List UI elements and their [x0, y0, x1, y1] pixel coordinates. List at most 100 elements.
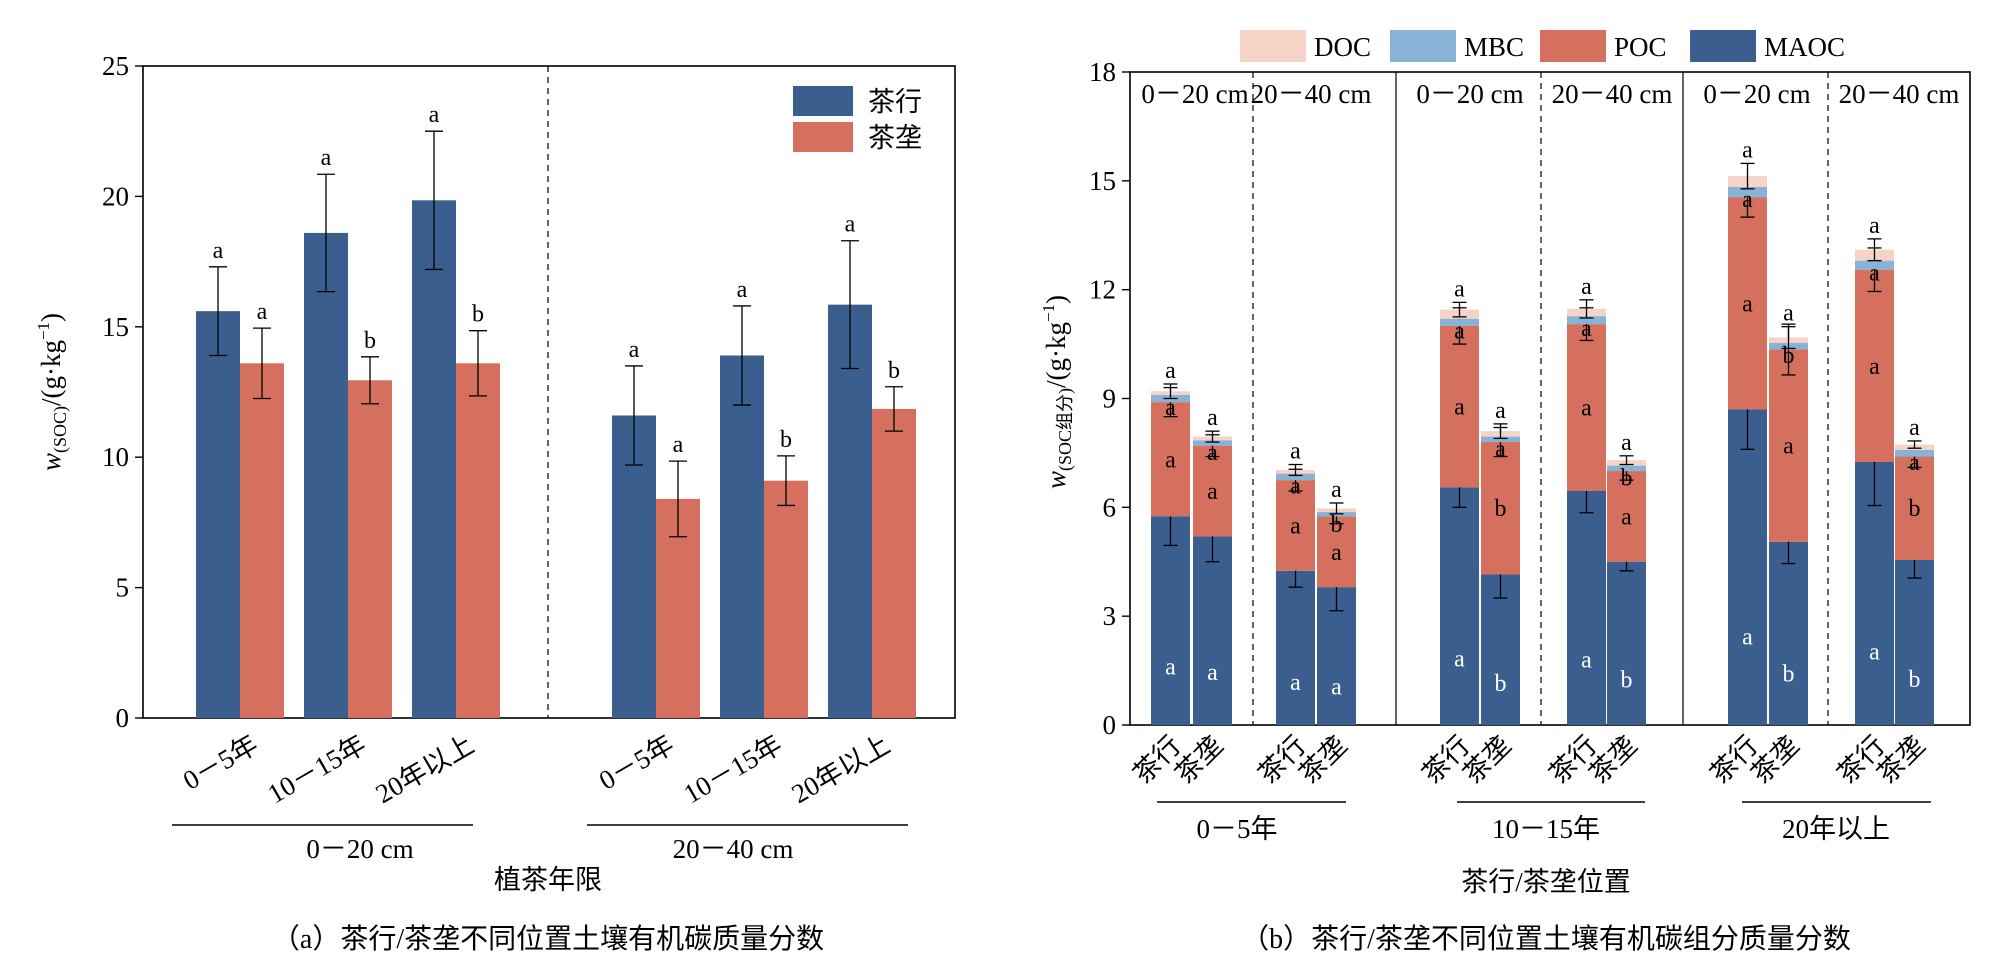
y-tick-label: 18	[1089, 57, 1116, 87]
significance-label: a	[1909, 415, 1920, 441]
significance-label: a	[1165, 358, 1176, 384]
legend-label: 茶行	[868, 87, 922, 117]
legend-label: 茶垄	[868, 123, 922, 153]
significance-label: a	[1742, 187, 1753, 213]
significance-label: a	[1331, 477, 1342, 503]
significance-label: a	[1495, 398, 1506, 424]
significance-label: a	[1290, 513, 1301, 539]
significance-label: b	[1331, 512, 1343, 538]
significance-label: b	[1495, 496, 1507, 522]
stack-segment-maoc	[1895, 559, 1934, 725]
stack-segment-maoc	[1193, 536, 1232, 725]
significance-label: a	[1454, 319, 1465, 345]
error-bar	[1867, 238, 1882, 262]
significance-label: a	[1581, 274, 1592, 300]
x-tick-label: 茶垄	[1293, 730, 1352, 789]
significance-label: a	[1165, 447, 1176, 473]
stack-segment-maoc	[1567, 491, 1606, 725]
significance-label: a	[1454, 646, 1465, 672]
y-tick-label: 25	[102, 51, 129, 81]
legend-swatch	[1240, 30, 1306, 62]
error-bar	[1452, 301, 1467, 318]
caption-a: （a）茶行/茶垄不同位置土壤有机碳质量分数	[272, 923, 824, 955]
significance-label: a	[1454, 276, 1465, 302]
significance-label: b	[1495, 671, 1507, 697]
x-tick-label: 10－15年	[678, 729, 787, 809]
y-tick-label: 15	[102, 312, 129, 342]
error-bar	[777, 455, 795, 507]
x-tick-label: 茶垄	[1169, 730, 1228, 789]
significance-label: a	[1783, 434, 1794, 460]
error-bar	[1579, 299, 1594, 319]
y-axis-title: w(SOC组分)/(g·kg−1)	[1039, 295, 1076, 489]
x-tick-label: 茶垄	[1457, 730, 1516, 789]
stack-segment-maoc	[1481, 574, 1520, 725]
significance-label: a	[1869, 639, 1880, 665]
bar	[304, 232, 348, 719]
significance-label: a	[1742, 137, 1753, 163]
significance-label: a	[737, 277, 748, 303]
error-bar	[1740, 162, 1755, 190]
significance-label: a	[1207, 479, 1218, 505]
significance-label: a	[845, 212, 856, 238]
significance-label: a	[1742, 625, 1753, 651]
bar	[456, 363, 500, 718]
stack-segment-maoc	[1440, 487, 1479, 725]
stack-segment-maoc	[1151, 516, 1190, 725]
stack-segment-mbc	[1276, 473, 1315, 481]
error-bar	[209, 266, 227, 357]
significance-label: a	[1869, 261, 1880, 287]
error-bar	[733, 305, 751, 406]
stack-segment-mbc	[1728, 187, 1767, 198]
bar	[348, 380, 392, 718]
significance-label: a	[1290, 439, 1301, 465]
bar	[872, 408, 916, 718]
stack-segment-maoc	[1276, 570, 1315, 725]
stack-segment-poc	[1769, 349, 1808, 542]
bar	[412, 200, 456, 718]
significance-label: a	[1581, 647, 1592, 673]
plot-frame	[1129, 71, 1971, 726]
y-tick-label: 0	[1103, 710, 1117, 740]
depth-label: 0－20 cm	[1703, 79, 1810, 109]
significance-label: b	[1783, 343, 1795, 369]
legend-swatch	[793, 86, 853, 116]
significance-label: b	[364, 328, 376, 354]
age-group-label: 20年以上	[1782, 814, 1890, 844]
y-tick-label: 3	[1103, 601, 1117, 631]
significance-label: a	[257, 299, 268, 325]
panel-a-chart: 0 5 10 15 20 25 a a 0－5年 a b 10－15年 a b 20年以上 a a 0－5年 a b 1…	[102, 51, 956, 955]
stack-segment-poc	[1193, 445, 1232, 537]
significance-label: a	[1207, 660, 1218, 686]
y-tick-label: 0	[116, 703, 130, 733]
error-bar	[1781, 326, 1796, 350]
significance-label: a	[629, 337, 640, 363]
y-tick-label: 20	[102, 181, 129, 211]
bar	[612, 415, 656, 718]
error-bar	[425, 130, 443, 271]
significance-label: a	[1869, 354, 1880, 380]
stack-segment-maoc	[1607, 561, 1646, 725]
significance-label: a	[1495, 437, 1506, 463]
x-tick-label: 20年以上	[786, 729, 895, 809]
significance-label: a	[1621, 430, 1632, 456]
age-group-label: 10－15年	[1492, 814, 1600, 844]
significance-label: a	[1165, 395, 1176, 421]
significance-label: b	[780, 427, 792, 453]
stack-segment-poc	[1728, 197, 1767, 410]
significance-label: a	[1621, 504, 1632, 530]
error-bar	[1205, 430, 1220, 443]
stack-segment-mbc	[1193, 440, 1232, 446]
error-bar	[1493, 423, 1508, 440]
error-bar	[885, 386, 903, 432]
x-tick-label: 茶垄	[1583, 730, 1642, 789]
significance-label: b	[472, 302, 484, 328]
significance-label: a	[1165, 655, 1176, 681]
x-tick-label: 0－5年	[178, 729, 263, 795]
significance-label: b	[1621, 667, 1633, 693]
significance-label: a	[1909, 450, 1920, 476]
y-tick-label: 10	[102, 442, 129, 472]
